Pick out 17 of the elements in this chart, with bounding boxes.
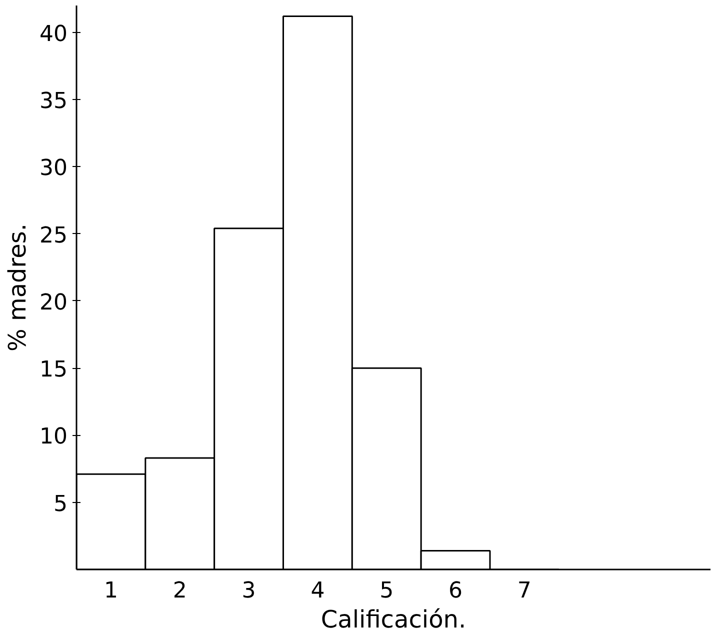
y-tick-label: 30	[40, 156, 68, 182]
x-tick-label: 1	[104, 578, 118, 604]
y-tick-label: 35	[40, 89, 68, 114]
y-tick-label: 5	[54, 492, 68, 517]
y-tick-label: 25	[40, 223, 68, 248]
x-tick-label: 6	[448, 578, 463, 604]
y-axis-title: % madres.	[4, 223, 32, 352]
x-tick-label: 5	[380, 578, 394, 604]
x-tick-label: 4	[310, 578, 325, 604]
y-tick-label: 20	[40, 290, 68, 316]
y-tick-label: 10	[40, 424, 68, 450]
y-tick-label: 40	[40, 22, 68, 47]
x-tick-label: 3	[242, 578, 256, 604]
x-tick-label: 2	[172, 578, 187, 604]
x-axis-title: Calificación.	[320, 606, 466, 634]
y-tick-label: 15	[40, 358, 68, 383]
x-tick-label: 7	[517, 578, 532, 604]
